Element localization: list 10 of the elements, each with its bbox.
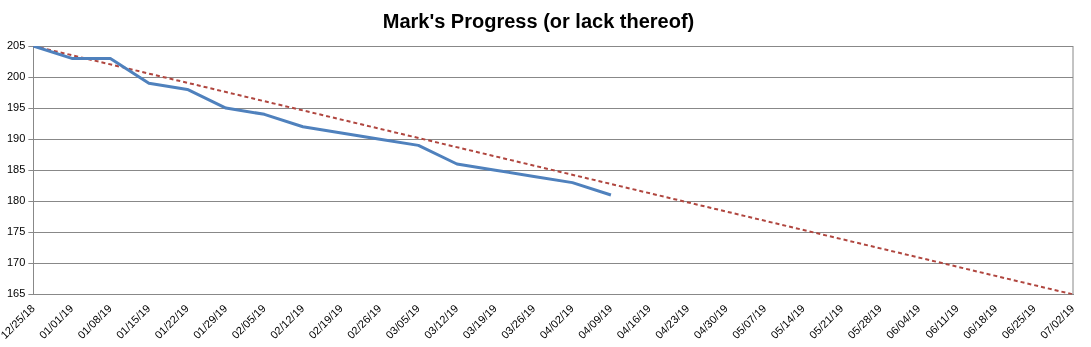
y-tick-label: 170 bbox=[6, 256, 26, 269]
y-tick-label: 200 bbox=[6, 70, 26, 83]
y-tick-label: 205 bbox=[6, 39, 26, 52]
y-tick-label: 190 bbox=[6, 132, 26, 145]
y-tick-label: 165 bbox=[6, 287, 26, 300]
y-tick-label: 195 bbox=[6, 101, 26, 114]
y-tick-label: 185 bbox=[6, 163, 26, 176]
y-tick-label: 175 bbox=[6, 225, 26, 238]
chart-title: Mark's Progress (or lack thereof) bbox=[382, 9, 695, 32]
y-tick-label: 180 bbox=[6, 194, 26, 207]
